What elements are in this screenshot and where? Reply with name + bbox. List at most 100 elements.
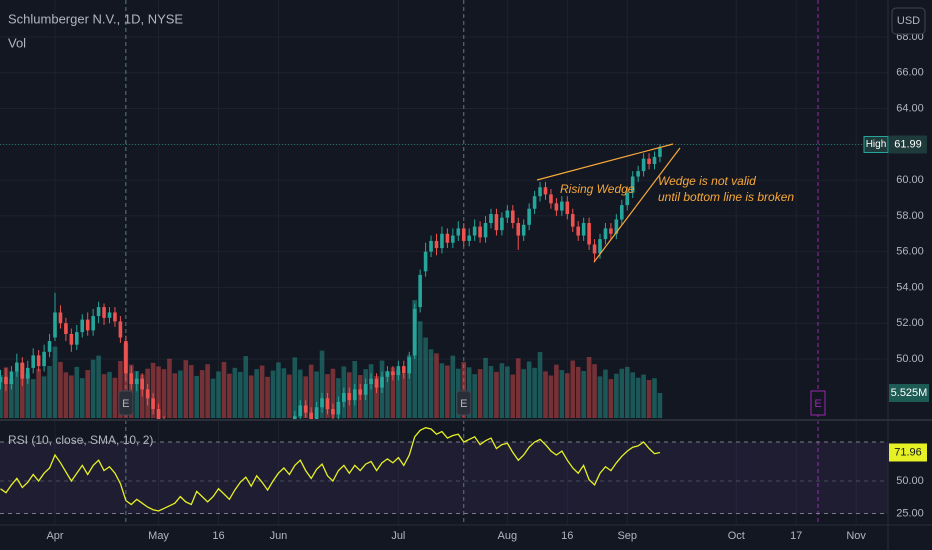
candle-body: [467, 235, 471, 241]
x-tick-label: Aug: [498, 530, 518, 542]
candle-body: [156, 409, 161, 419]
volume-bar: [630, 372, 635, 418]
volume-bar: [188, 365, 194, 418]
volume-bar: [134, 370, 140, 418]
candle-body: [412, 308, 417, 356]
currency-button[interactable]: [891, 7, 926, 35]
volume-bar: [483, 357, 488, 418]
candle-body: [543, 187, 548, 195]
x-tick-label: Oct: [728, 530, 745, 542]
volume-bar: [161, 369, 167, 418]
candle-body: [456, 228, 461, 236]
candle-body: [516, 223, 521, 236]
candle-body: [472, 226, 477, 236]
candle-body: [374, 378, 379, 388]
candle-body: [352, 389, 357, 401]
candle-body: [129, 373, 134, 385]
volume-bar: [543, 371, 548, 418]
candle-body: [140, 378, 144, 390]
candle-body: [363, 384, 368, 395]
volume-bar: [450, 355, 456, 418]
volume-bar: [319, 350, 325, 418]
volume-bar: [581, 370, 586, 418]
candle-body: [630, 176, 635, 193]
x-tick-label: Apr: [46, 530, 63, 542]
volume-bar: [36, 368, 41, 418]
candle-body: [336, 401, 341, 415]
volume-bar: [565, 373, 570, 418]
candle-body: [4, 376, 8, 385]
volume-bar: [14, 370, 20, 418]
candle-body: [293, 416, 297, 419]
candle-body: [58, 312, 63, 324]
volume-bar: [526, 361, 532, 418]
candle-body: [636, 171, 640, 177]
rsi-value-tag: [889, 443, 927, 462]
candle-body: [614, 219, 619, 234]
candle-body: [298, 405, 303, 417]
earnings-label: E: [460, 398, 467, 410]
wedge-lower-line: [593, 147, 681, 263]
volume-bar: [248, 375, 254, 418]
volume-bar: [41, 376, 47, 418]
earnings-icon: [810, 390, 826, 416]
volume-bar: [521, 369, 526, 418]
volume-bar: [52, 346, 58, 418]
annotation: Rising Wedge: [560, 182, 635, 196]
candle-body: [124, 341, 128, 374]
high-tag-label: High: [866, 139, 887, 150]
candle-body: [369, 378, 373, 385]
volume-bar: [368, 364, 374, 418]
candle-body: [47, 341, 52, 352]
volume-bar: [183, 360, 189, 418]
volume-bar: [101, 374, 107, 418]
candle-body: [478, 226, 482, 238]
volume-bar: [548, 375, 554, 418]
volume-bar: [477, 369, 483, 418]
volume-bar: [641, 374, 646, 418]
volume-bar: [488, 366, 494, 418]
candle-body: [303, 405, 308, 413]
y-tick-label: 56.00: [896, 246, 924, 258]
y-tick-label: 54.00: [896, 281, 924, 293]
volume-bar: [0, 375, 3, 418]
wedge-upper-line: [536, 143, 674, 181]
volume-bar: [428, 349, 434, 418]
candle-body: [505, 210, 510, 218]
volume-bar: [314, 371, 319, 418]
volume-bar: [232, 367, 238, 418]
candle-body: [527, 208, 531, 225]
volume-bar: [9, 378, 14, 418]
x-tick-label: 17: [790, 530, 802, 542]
candle-body: [91, 316, 95, 331]
candle-body: [102, 307, 106, 318]
candle-body: [489, 214, 493, 224]
candle-body: [461, 228, 466, 241]
volume-bar: [439, 363, 445, 418]
candle-body: [521, 224, 526, 236]
x-tick-label: 16: [561, 530, 573, 542]
candle-body: [402, 366, 406, 374]
volume-bar: [592, 364, 597, 418]
volume-bar: [254, 369, 259, 418]
volume-bar: [118, 361, 123, 418]
candle-body: [69, 333, 74, 345]
candle-body: [347, 392, 352, 401]
y-tick-label: 52.00: [896, 317, 924, 329]
volume-bar: [401, 373, 407, 418]
volume-bar: [107, 371, 112, 418]
candle-body: [570, 214, 575, 227]
volume-bar: [292, 357, 298, 418]
volume-bar: [238, 371, 243, 418]
volume-bar: [270, 370, 276, 418]
candle-body: [96, 307, 101, 317]
x-tick-label: Jul: [391, 530, 405, 542]
volume-bar: [532, 367, 537, 418]
volume-bar: [619, 368, 625, 418]
volume-bar: [472, 374, 477, 418]
y-tick-label: 50.00: [896, 353, 924, 365]
candle-body: [118, 321, 123, 338]
currency-label[interactable]: USD: [897, 15, 920, 27]
volume-bar: [423, 337, 428, 418]
